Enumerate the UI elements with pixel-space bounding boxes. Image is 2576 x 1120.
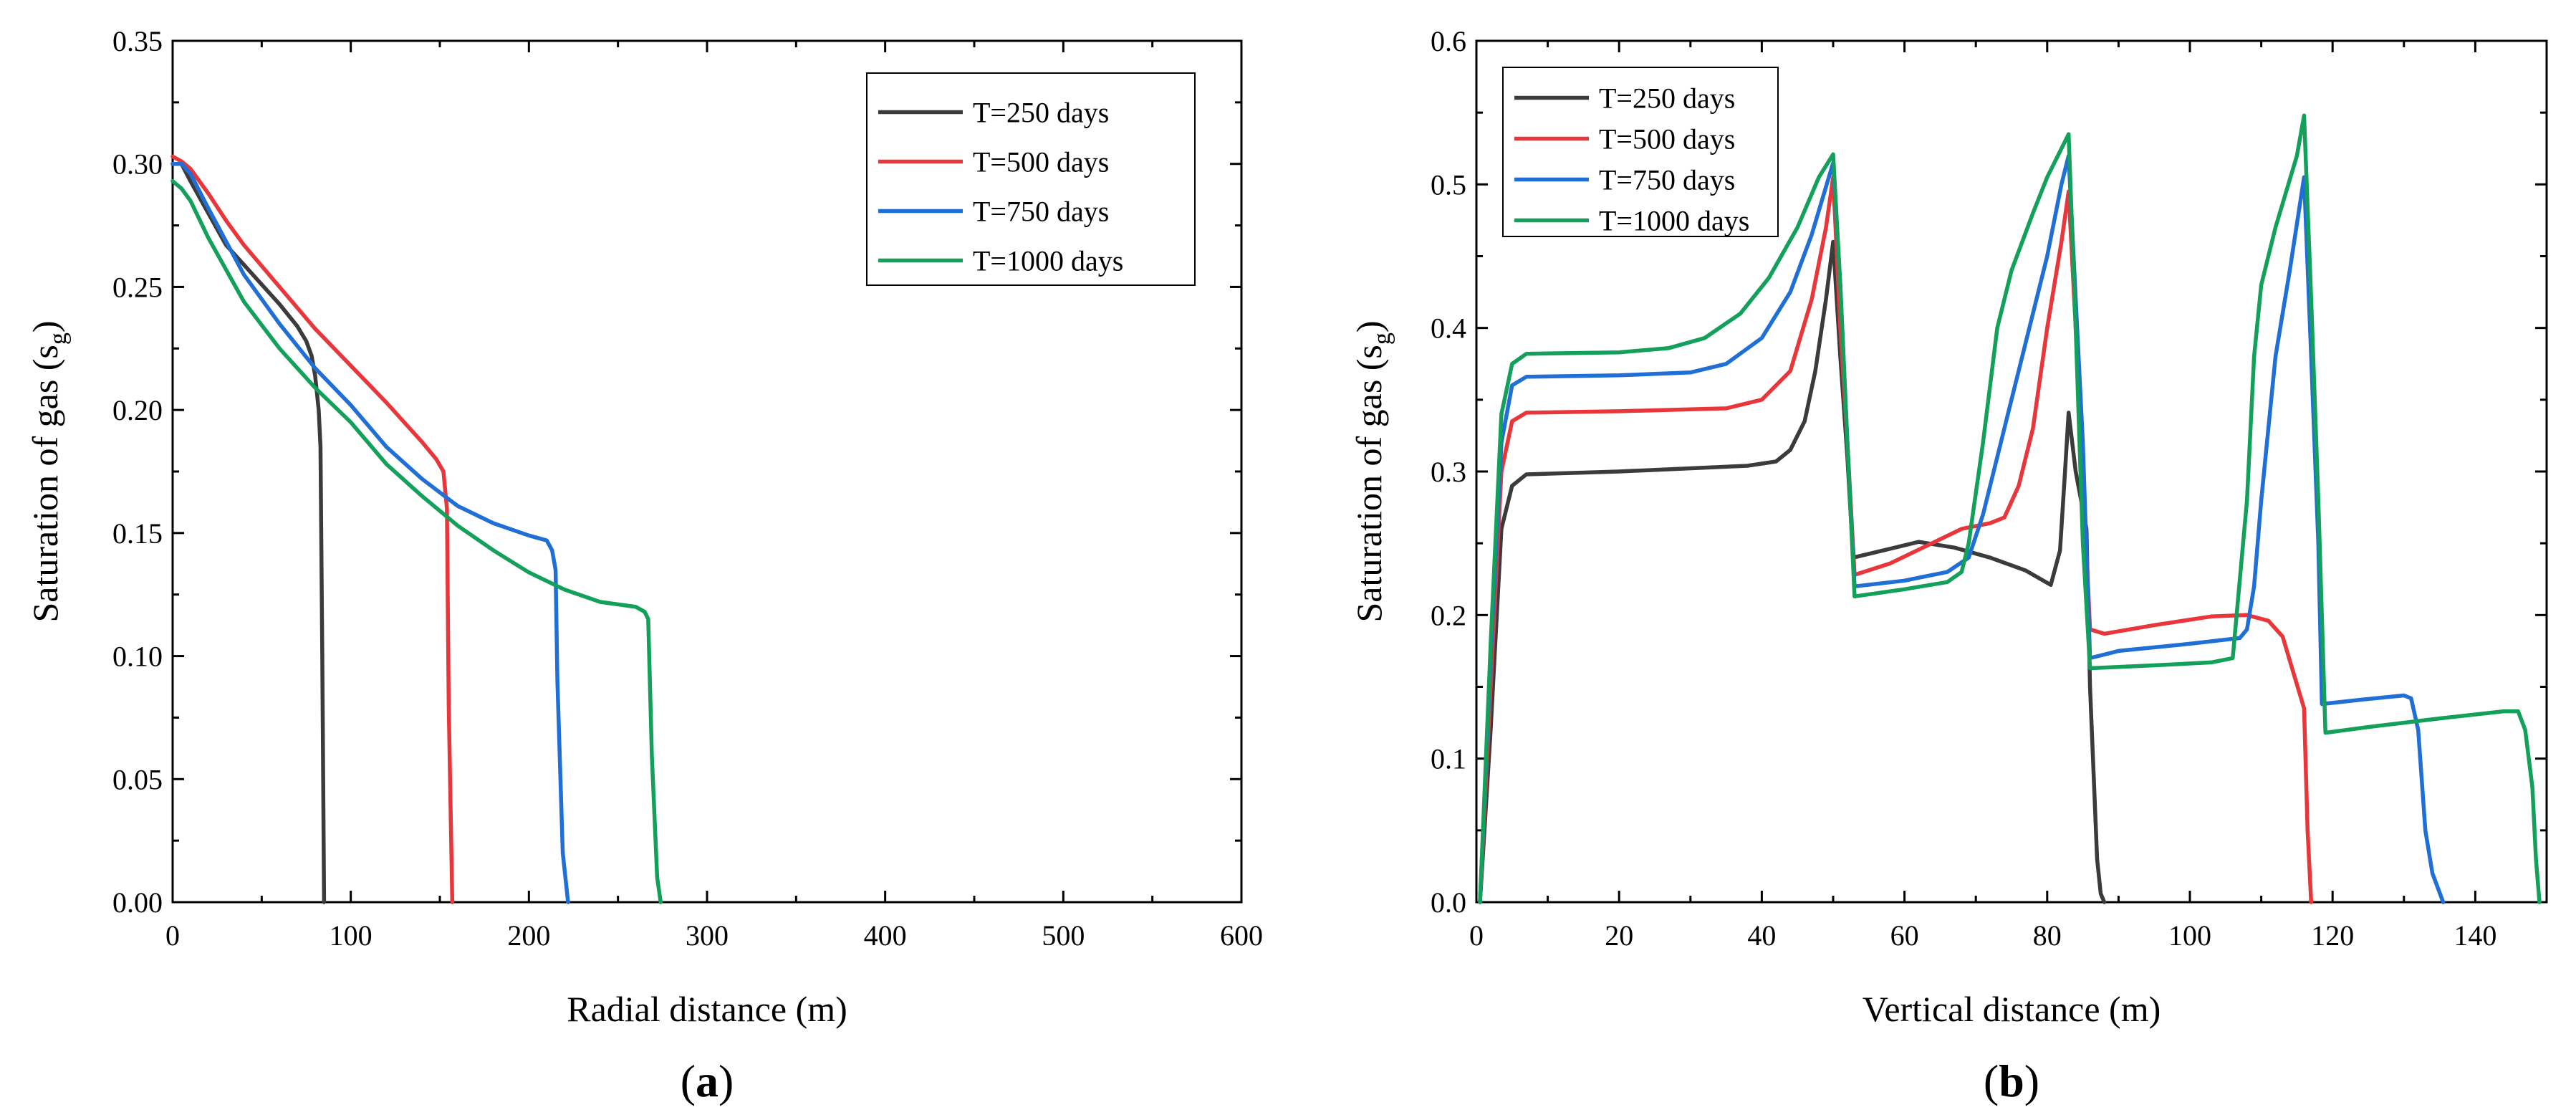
chart-a-ylabel: Saturation of gas (sg) xyxy=(25,320,72,622)
chart-a-ticks: 0 100 200 300 400 500 600 0.00 0.05 0.10 0.15 0.20 0… xyxy=(112,25,1263,952)
chart-a-panel-label: (a) xyxy=(681,1056,734,1106)
series-line-1 xyxy=(170,161,327,904)
chart-b-ylabel-main: Saturation of gas (s xyxy=(1349,345,1389,622)
y-tick-label: 0.5 xyxy=(1431,168,1466,201)
chart-b-ylabel: Saturation of gas (sg) xyxy=(1349,320,1395,622)
x-tick-label: 20 xyxy=(1605,919,1633,952)
legend-label: T=1000 days xyxy=(1599,205,1749,237)
chart-a-ylabel-main: Saturation of gas (s xyxy=(25,345,65,622)
y-tick-label: 0.0 xyxy=(1431,886,1466,919)
series-line-1 xyxy=(1478,239,2107,904)
series-line-3 xyxy=(1478,153,2446,904)
x-tick-label: 0 xyxy=(1469,919,1484,952)
x-tick-label: 100 xyxy=(330,919,373,952)
y-tick-label: 0.4 xyxy=(1431,312,1466,345)
x-tick-label: 0 xyxy=(165,919,180,952)
chart-a-legend: T=250 days T=500 days T=750 days T=1000 day… xyxy=(866,72,1196,286)
y-tick-label: 0.3 xyxy=(1431,456,1466,488)
x-tick-label: 600 xyxy=(1220,919,1263,952)
y-tick-label: 0.00 xyxy=(112,886,163,919)
chart-b-panel-letter: b xyxy=(1999,1056,2024,1106)
legend-label: T=500 days xyxy=(973,146,1109,178)
legend-label: T=250 days xyxy=(1599,82,1735,115)
y-tick-label: 0.20 xyxy=(112,394,163,426)
chart-a-panel-letter: a xyxy=(696,1056,719,1106)
chart-b-panel-label: (b) xyxy=(1984,1056,2039,1106)
x-tick-label: 80 xyxy=(2033,919,2062,952)
y-tick-label: 0.30 xyxy=(112,148,163,181)
chart-a-series-lines xyxy=(170,154,663,904)
y-tick-label: 0.25 xyxy=(112,271,163,303)
y-tick-label: 0.6 xyxy=(1431,25,1466,57)
series-line-4 xyxy=(1478,113,2542,904)
chart-b-xlabel: Vertical distance (m) xyxy=(1863,989,2161,1029)
chart-a-ylabel-subscript: g xyxy=(45,332,72,345)
y-tick-label: 0.2 xyxy=(1431,599,1466,631)
y-tick-label: 0.15 xyxy=(112,517,163,550)
x-tick-label: 100 xyxy=(2168,919,2211,952)
chart-a-xlabel: Radial distance (m) xyxy=(567,989,847,1029)
x-tick-label: 120 xyxy=(2311,919,2354,952)
legend-label: T=750 days xyxy=(1599,164,1735,196)
x-tick-label: 40 xyxy=(1747,919,1776,952)
y-tick-label: 0.10 xyxy=(112,641,163,673)
x-tick-label: 400 xyxy=(864,919,907,952)
chart-b-legend: T=250 days T=500 days T=750 days T=1000 day… xyxy=(1502,67,1779,237)
chart-b-ylabel-subscript: g xyxy=(1369,332,1395,345)
x-tick-label: 140 xyxy=(2454,919,2496,952)
series-line-2 xyxy=(1478,175,2314,904)
x-tick-label: 60 xyxy=(1890,919,1919,952)
y-tick-label: 0.35 xyxy=(112,25,163,57)
series-line-2 xyxy=(170,154,455,904)
chart-b: 0 20 40 60 80 100 120 1400.00.10.20.30.40.50.6 … xyxy=(1349,25,2548,1106)
x-tick-label: 200 xyxy=(507,919,550,952)
chart-b-series-lines xyxy=(1478,113,2542,904)
chart-b-ticks: 0 20 40 60 80 100 120 140 0.0 0.1 0.2 0.3 0.4 0.5 0.6 xyxy=(1431,25,2547,952)
chart-a: 0 100 200 300 400 500 600 0.00 0.05 0.10 0.15 0.20 0… xyxy=(25,25,1263,1106)
legend-label: T=750 days xyxy=(973,196,1109,228)
chart-a-ylabel-close: ) xyxy=(25,320,65,332)
chart-b-ylabel-close: ) xyxy=(1349,320,1389,332)
series-line-4 xyxy=(170,179,663,904)
legend-box xyxy=(866,72,1196,286)
y-tick-label: 0.1 xyxy=(1431,743,1466,775)
x-tick-label: 300 xyxy=(686,919,729,952)
legend-label: T=500 days xyxy=(1599,123,1735,155)
series-line-3 xyxy=(170,161,570,904)
legend-label: T=1000 days xyxy=(973,245,1123,277)
x-tick-label: 500 xyxy=(1042,919,1085,952)
y-tick-label: 0.05 xyxy=(112,763,163,795)
legend-box xyxy=(1502,67,1779,237)
legend-label: T=250 days xyxy=(973,97,1109,129)
